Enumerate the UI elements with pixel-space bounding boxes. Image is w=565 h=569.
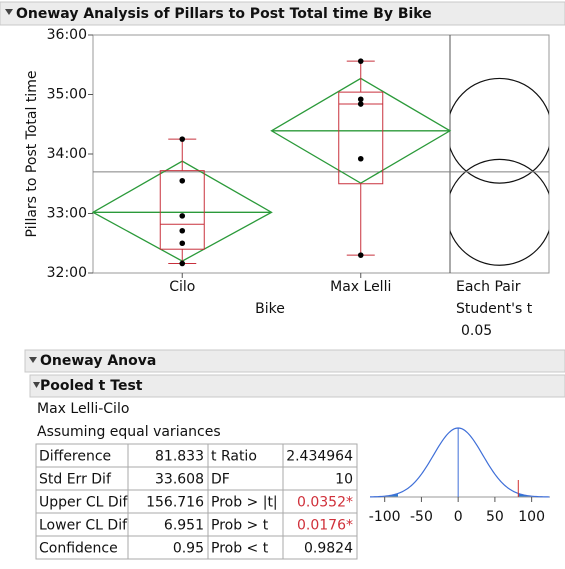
x-axis-label: Bike (255, 301, 285, 317)
box (338, 91, 384, 185)
table-text: Std Err Dif (39, 472, 112, 488)
table-text: 0.9824 (304, 541, 353, 557)
table-text: 2.434964 (286, 449, 353, 465)
report-title: Oneway Analysis of Pillars to Post Total… (16, 6, 432, 22)
point (179, 227, 186, 234)
circles-alpha: 0.05 (461, 323, 492, 339)
table-text: DF (211, 472, 230, 488)
circles-title: Each Pair (456, 279, 521, 295)
disclosure-icon[interactable] (29, 357, 37, 363)
comparison-circle (450, 77, 549, 184)
table-text: 81.833 (155, 449, 204, 465)
point (357, 155, 364, 162)
table-text: 6.951 (164, 518, 204, 534)
subsection-bar[interactable] (29, 374, 565, 398)
table-text: Prob > |t| (211, 495, 278, 511)
y-axis-label: Pillars to Post Total time (24, 71, 40, 238)
y-tick-label: 36:00 (47, 27, 87, 43)
circles-method: Student's t (456, 301, 533, 317)
assumption-text: Assuming equal variances (37, 424, 221, 440)
x-tick-label: 100 (518, 509, 545, 525)
table-text: Confidence (39, 541, 118, 557)
plot-frame (92, 34, 550, 274)
comparison-circle (450, 158, 549, 266)
point (179, 240, 186, 247)
table-text: 33.608 (155, 472, 204, 488)
tail-area (518, 493, 550, 497)
y-tick-label: 34:00 (47, 146, 87, 162)
table-cell (282, 535, 358, 560)
point (179, 136, 186, 142)
point (179, 260, 186, 267)
y-tick-label: 33:00 (47, 206, 87, 222)
section-title: Oneway Anova (40, 353, 156, 369)
point (357, 96, 364, 103)
density-curve (369, 427, 550, 498)
point (179, 177, 186, 184)
table-text: Difference (39, 449, 111, 465)
circles-group (450, 77, 549, 266)
y-tick-label: 32:00 (47, 265, 87, 281)
x-tick-label: -50 (410, 509, 433, 525)
point (357, 101, 364, 107)
table-text: 0.0352* (297, 495, 353, 511)
tail-area (370, 493, 399, 497)
table-text: t Ratio (211, 449, 257, 465)
table-text: Lower CL Dif (39, 518, 128, 534)
header-bar[interactable] (0, 1, 565, 26)
point (179, 213, 186, 219)
x-tick-label: 0 (454, 509, 463, 525)
point (357, 252, 364, 258)
x-tick-label: Max Lelli (330, 279, 391, 295)
table-text: 156.716 (146, 495, 204, 511)
x-tick-label: Cilo (169, 279, 195, 295)
table-text: 0.0176* (297, 518, 353, 534)
x-tick-label: 50 (486, 509, 504, 525)
table-text: Upper CL Dif (39, 495, 129, 511)
subsection-title: Pooled t Test (40, 378, 143, 394)
table-text: 10 (335, 472, 353, 488)
point (357, 58, 364, 64)
table-text: Prob < t (211, 541, 269, 557)
disclosure-icon[interactable] (33, 382, 40, 388)
table-text: 0.95 (173, 541, 204, 557)
comparison-text: Max Lelli-Cilo (37, 401, 129, 417)
box (159, 170, 205, 250)
section-bar[interactable] (24, 349, 565, 373)
y-tick-label: 35:00 (47, 87, 87, 103)
disclosure-icon[interactable] (5, 9, 13, 15)
x-tick-label: -100 (369, 509, 401, 525)
table-text: Prob > t (211, 518, 269, 534)
